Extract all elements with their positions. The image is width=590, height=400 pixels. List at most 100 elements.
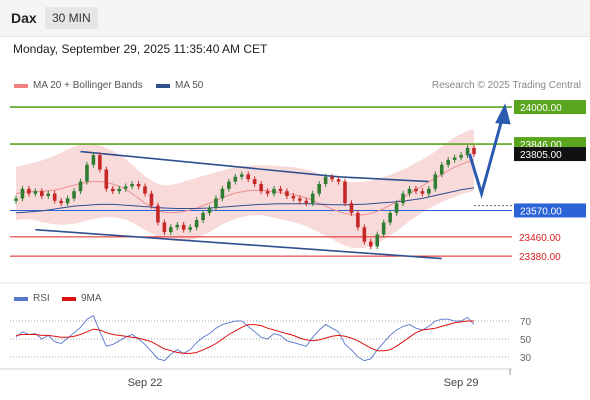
rsi-legend-label: RSI: [33, 293, 50, 304]
candle-body: [252, 179, 257, 184]
candle-body: [52, 193, 57, 201]
candle-body: [149, 193, 154, 206]
ma20-legend-label: MA 20 + Bollinger Bands: [33, 80, 143, 91]
candle-body: [227, 181, 231, 189]
candle-body: [343, 181, 347, 204]
level-label-box-2: [514, 147, 586, 162]
candle-body: [162, 222, 167, 233]
rsi-line: [15, 314, 475, 362]
candle-body: [401, 193, 405, 204]
ma20-line: [15, 159, 475, 216]
candle-body: [27, 188, 31, 194]
candle-body: [214, 198, 218, 209]
candle-body: [381, 222, 386, 235]
level-label-0: 24000.00: [520, 103, 562, 114]
ma50-legend-swatch: [156, 84, 170, 88]
bollinger-band-area: [16, 129, 474, 249]
candle-body: [323, 176, 328, 184]
candle-body: [368, 241, 373, 247]
candle-body: [239, 174, 244, 177]
candle-body: [91, 155, 96, 165]
candle-body: [420, 191, 425, 194]
symbol-title: Dax: [11, 10, 37, 26]
candle-body: [156, 205, 160, 223]
candle-body: [356, 212, 360, 228]
candle-body: [310, 193, 315, 204]
datetime-label: Monday, September 29, 2025 11:35:40 AM C…: [13, 42, 268, 56]
candle-body: [201, 212, 205, 221]
candle-body: [349, 203, 354, 213]
candle-body: [336, 179, 341, 182]
timeframe-button[interactable]: 30 MIN: [45, 7, 98, 29]
candle-body: [20, 188, 25, 199]
credit-text: Research © 2025 Trading Central: [431, 80, 581, 91]
level-label-box-3: [514, 203, 586, 218]
candle-body: [78, 181, 83, 192]
candle-body: [414, 188, 418, 192]
ma20-legend-swatch: [14, 84, 28, 88]
candle-body: [265, 191, 270, 194]
candle-body: [304, 200, 309, 204]
candle-body: [259, 183, 263, 192]
candle-body: [98, 155, 102, 170]
channel-lower-line: [35, 228, 442, 260]
level-label-1: 23846.00: [520, 140, 562, 151]
candle-body: [33, 191, 38, 194]
candle-body: [181, 224, 186, 230]
candle-body: [136, 183, 141, 187]
level-label-5: 23380.00: [519, 252, 561, 263]
candle-body: [40, 191, 44, 197]
candle-body: [143, 186, 147, 194]
x-tick-label-1: Sep 29: [444, 377, 479, 389]
candle-body: [298, 198, 302, 201]
candle-body: [433, 174, 438, 189]
candle-body: [330, 176, 334, 180]
candle-body: [272, 188, 276, 194]
candle-body: [246, 174, 251, 180]
level-label-2: 23805.00: [520, 150, 562, 161]
rsi-ma9-line: [15, 320, 474, 354]
candle-body: [65, 198, 70, 204]
candle-body: [46, 193, 51, 197]
candle-body: [59, 200, 63, 204]
candle-body: [130, 183, 134, 187]
rsi-level-label-0: 70: [520, 317, 532, 328]
candle-body: [169, 227, 173, 233]
projection-arrowhead: [495, 103, 511, 125]
candle-body: [278, 188, 283, 192]
candle-body: [459, 155, 463, 158]
candle-body: [452, 157, 457, 160]
candle-body: [207, 208, 212, 213]
x-tick-label-0: Sep 22: [128, 377, 163, 389]
candle-body: [317, 183, 321, 194]
candle-body: [375, 234, 380, 247]
level-label-4: 23460.00: [519, 233, 561, 244]
rsi-level-label-1: 50: [520, 335, 532, 346]
candle-body: [188, 227, 192, 230]
level-label-3: 23570.00: [520, 206, 562, 217]
candle-body: [117, 188, 122, 192]
projection-arrow: [468, 118, 504, 200]
candle-body: [104, 169, 109, 189]
candle-body: [291, 196, 296, 199]
channel-upper-ext: [338, 175, 429, 183]
candle-body: [427, 188, 431, 194]
candle-body: [14, 198, 18, 201]
candle-body: [439, 164, 444, 175]
candle-body: [72, 191, 76, 199]
candle-body: [233, 176, 238, 182]
candle-body: [220, 188, 225, 199]
channel-upper-line: [80, 150, 339, 178]
candle-body: [407, 188, 412, 194]
rsi-legend-swatch: [14, 297, 28, 301]
candle-body: [465, 147, 470, 156]
candle-body: [110, 188, 115, 192]
candle-body: [285, 191, 289, 197]
candle-body: [194, 220, 199, 228]
candle-body: [362, 227, 367, 242]
top-bar: Dax 30 MIN: [0, 0, 590, 37]
ma50-legend-label: MA 50: [175, 80, 204, 91]
candle-body: [175, 224, 180, 228]
ma9-legend-swatch: [62, 297, 76, 301]
